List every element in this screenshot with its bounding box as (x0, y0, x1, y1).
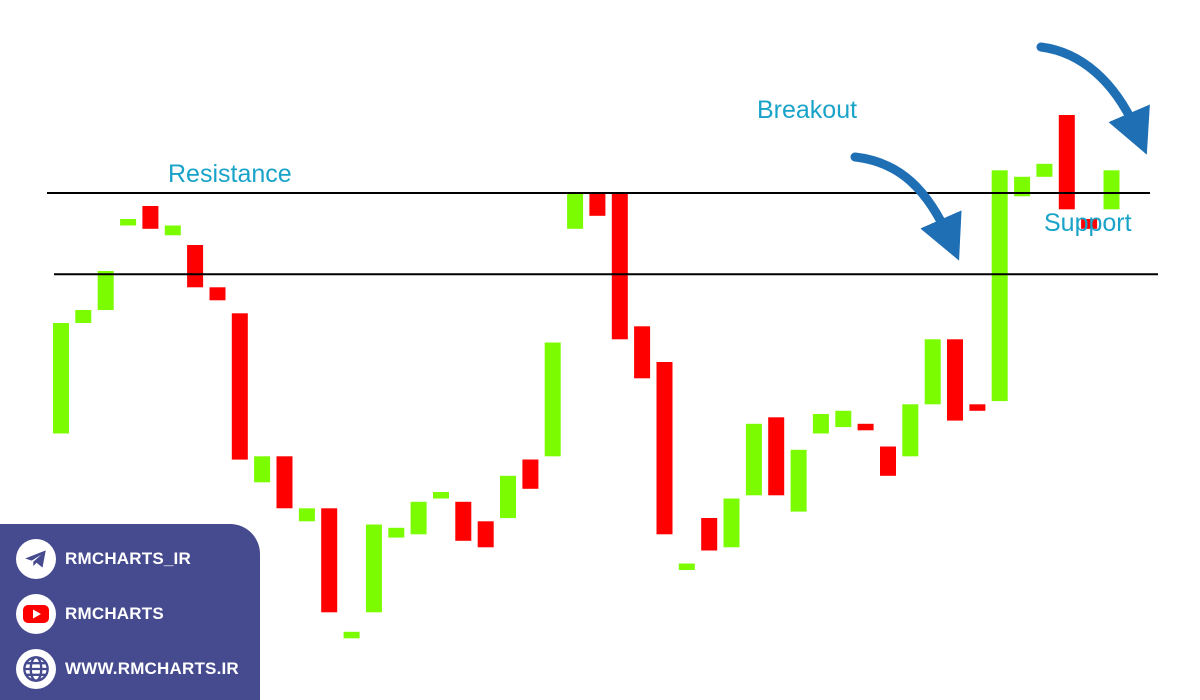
candle-up (254, 456, 271, 483)
candle-down (1058, 115, 1075, 210)
candle-down (611, 193, 628, 340)
candle-down (701, 518, 718, 551)
support-label: Support (1044, 209, 1132, 237)
candle-up (410, 501, 427, 535)
candle-down (589, 193, 606, 216)
candle-down (276, 456, 293, 509)
candle-up (790, 449, 807, 512)
candle-up (365, 524, 382, 613)
candle-up (500, 475, 516, 519)
candle-up (97, 271, 114, 310)
telegram-icon (16, 539, 56, 579)
candle-down (231, 313, 248, 460)
telegram-link[interactable]: RMCHARTS_IR (16, 539, 191, 579)
candle-down (477, 521, 494, 548)
pullback-arrow (1036, 42, 1150, 155)
candle-down (634, 326, 651, 379)
website-url: WWW.RMCHARTS.IR (65, 659, 239, 678)
candle-up (164, 225, 181, 236)
candle-down (947, 339, 963, 421)
candle-up (388, 527, 405, 538)
youtube-handle: RMCHARTS (65, 604, 164, 623)
candle-up (544, 342, 561, 457)
youtube-link[interactable]: RMCHARTS (16, 594, 164, 634)
candle-up (1036, 163, 1053, 177)
candle-down (321, 508, 338, 613)
candle-up (835, 410, 852, 428)
candle-up (678, 563, 695, 570)
candle-up (812, 414, 829, 434)
resistance-label: Resistance (168, 160, 292, 188)
candle-down (880, 446, 896, 476)
candle-down (209, 287, 226, 301)
candle-up (1103, 170, 1120, 210)
candle-down (656, 362, 673, 535)
candle-up (433, 492, 449, 499)
candle-down (142, 206, 159, 229)
candle-up (343, 631, 360, 639)
candle-down (1081, 219, 1098, 229)
candle-up (1014, 176, 1031, 197)
candle-down (857, 423, 874, 431)
globe-icon (16, 649, 56, 689)
youtube-icon (16, 594, 56, 634)
candle-down (969, 404, 986, 411)
candle-up (567, 193, 584, 229)
candle-down (522, 459, 539, 489)
candle-up (120, 219, 137, 226)
breakout-label: Breakout (757, 96, 858, 124)
candle-up (75, 310, 92, 323)
candle-up (723, 498, 740, 548)
breakout-arrow (850, 152, 962, 261)
candle-up (902, 404, 919, 457)
candle-down (455, 501, 472, 541)
candle-up (53, 323, 69, 434)
social-panel: RMCHARTS_IR RMCHARTS WWW.RMCHARTS.IR (0, 524, 260, 700)
candle-up (745, 423, 762, 496)
telegram-handle: RMCHARTS_IR (65, 549, 191, 568)
levels-group (47, 192, 1158, 276)
candle-up (298, 508, 315, 522)
candle-down (768, 417, 785, 496)
candles-group (53, 115, 1120, 639)
candle-down (187, 245, 204, 288)
candle-up (924, 339, 941, 405)
website-link[interactable]: WWW.RMCHARTS.IR (16, 649, 239, 689)
candle-up (991, 170, 1008, 402)
